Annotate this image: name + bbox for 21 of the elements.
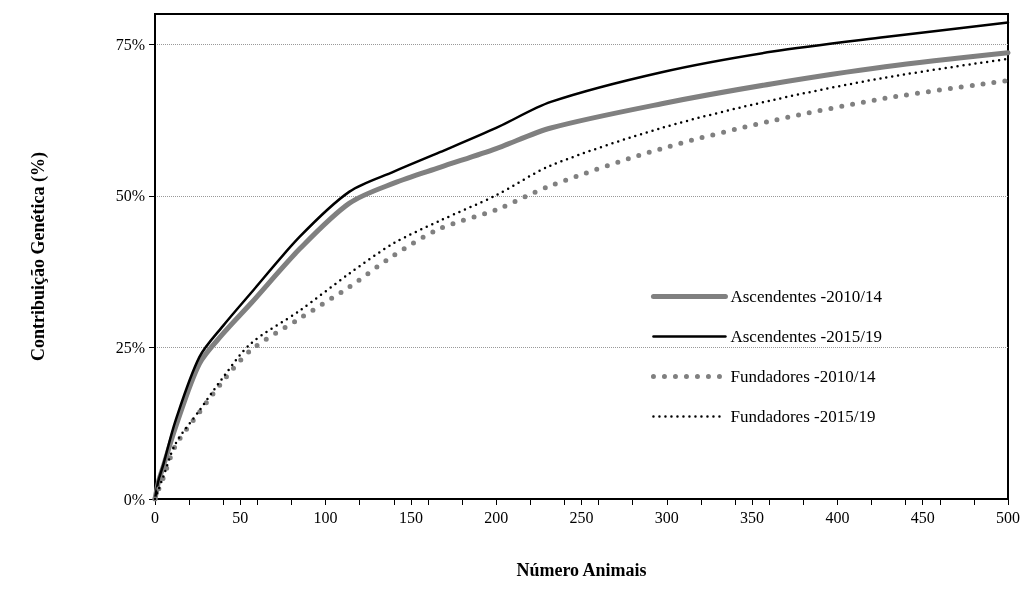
x-axis-title: Número Animais bbox=[516, 560, 647, 580]
x-tick-label: 400 bbox=[825, 508, 850, 526]
x-tick-label: 250 bbox=[569, 508, 594, 526]
x-tick-label: 500 bbox=[996, 508, 1020, 526]
y-axis-title: Contribuição Genética (%) bbox=[28, 152, 49, 361]
x-tick-label: 0 bbox=[151, 508, 159, 526]
x-tick-label: 50 bbox=[232, 508, 249, 526]
y-tick-label: 50% bbox=[115, 187, 145, 205]
x-tick-label: 300 bbox=[654, 508, 679, 526]
legend-label: Fundadores -2015/19 bbox=[730, 407, 876, 426]
y-tick-label: 0% bbox=[123, 490, 145, 508]
legend-label: Ascendentes -2015/19 bbox=[730, 327, 883, 346]
x-tick-label: 350 bbox=[740, 508, 765, 526]
y-tick-label: 25% bbox=[115, 338, 145, 356]
x-tick-label: 450 bbox=[910, 508, 935, 526]
x-tick-label: 200 bbox=[484, 508, 509, 526]
legend-label: Ascendentes -2010/14 bbox=[730, 287, 883, 306]
x-tick-label: 100 bbox=[313, 508, 338, 526]
legend-label: Fundadores -2010/14 bbox=[730, 367, 876, 386]
y-tick-label: 75% bbox=[115, 35, 145, 53]
x-tick-label: 150 bbox=[398, 508, 423, 526]
